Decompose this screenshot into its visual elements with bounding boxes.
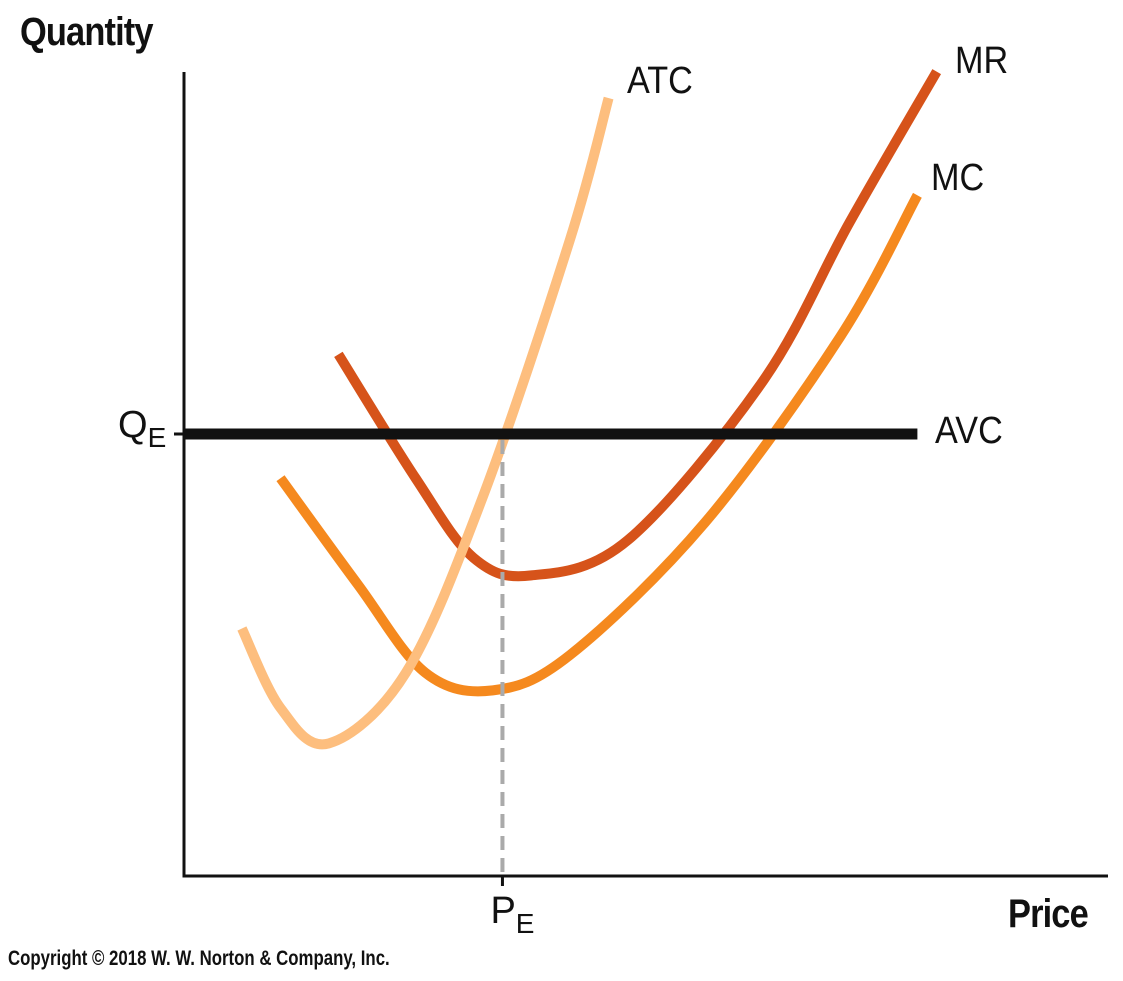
qe-letter: Q [118, 404, 148, 446]
equilibrium-quantity-label: QE [118, 404, 166, 453]
pe-subscript: E [515, 908, 535, 939]
chart-marks [184, 69, 942, 876]
axes [174, 72, 1108, 886]
qe-subscript: E [147, 422, 167, 453]
series-label-mc: MC [931, 157, 985, 200]
y-axis-label: Quantity [20, 10, 154, 54]
series-line-mc [276, 192, 922, 697]
series-label-mr: MR [954, 39, 1008, 82]
copyright-notice: Copyright © 2018 W. W. Norton & Company,… [8, 947, 390, 970]
equilibrium-price-label: PE [490, 890, 534, 939]
series-label-atc: ATC [626, 60, 693, 103]
series-line-mr [334, 69, 942, 582]
x-axis-label: Price [1008, 892, 1089, 936]
series-label-avc: AVC [935, 410, 1004, 452]
pe-letter: P [490, 890, 516, 932]
series-line-atc [237, 96, 614, 750]
